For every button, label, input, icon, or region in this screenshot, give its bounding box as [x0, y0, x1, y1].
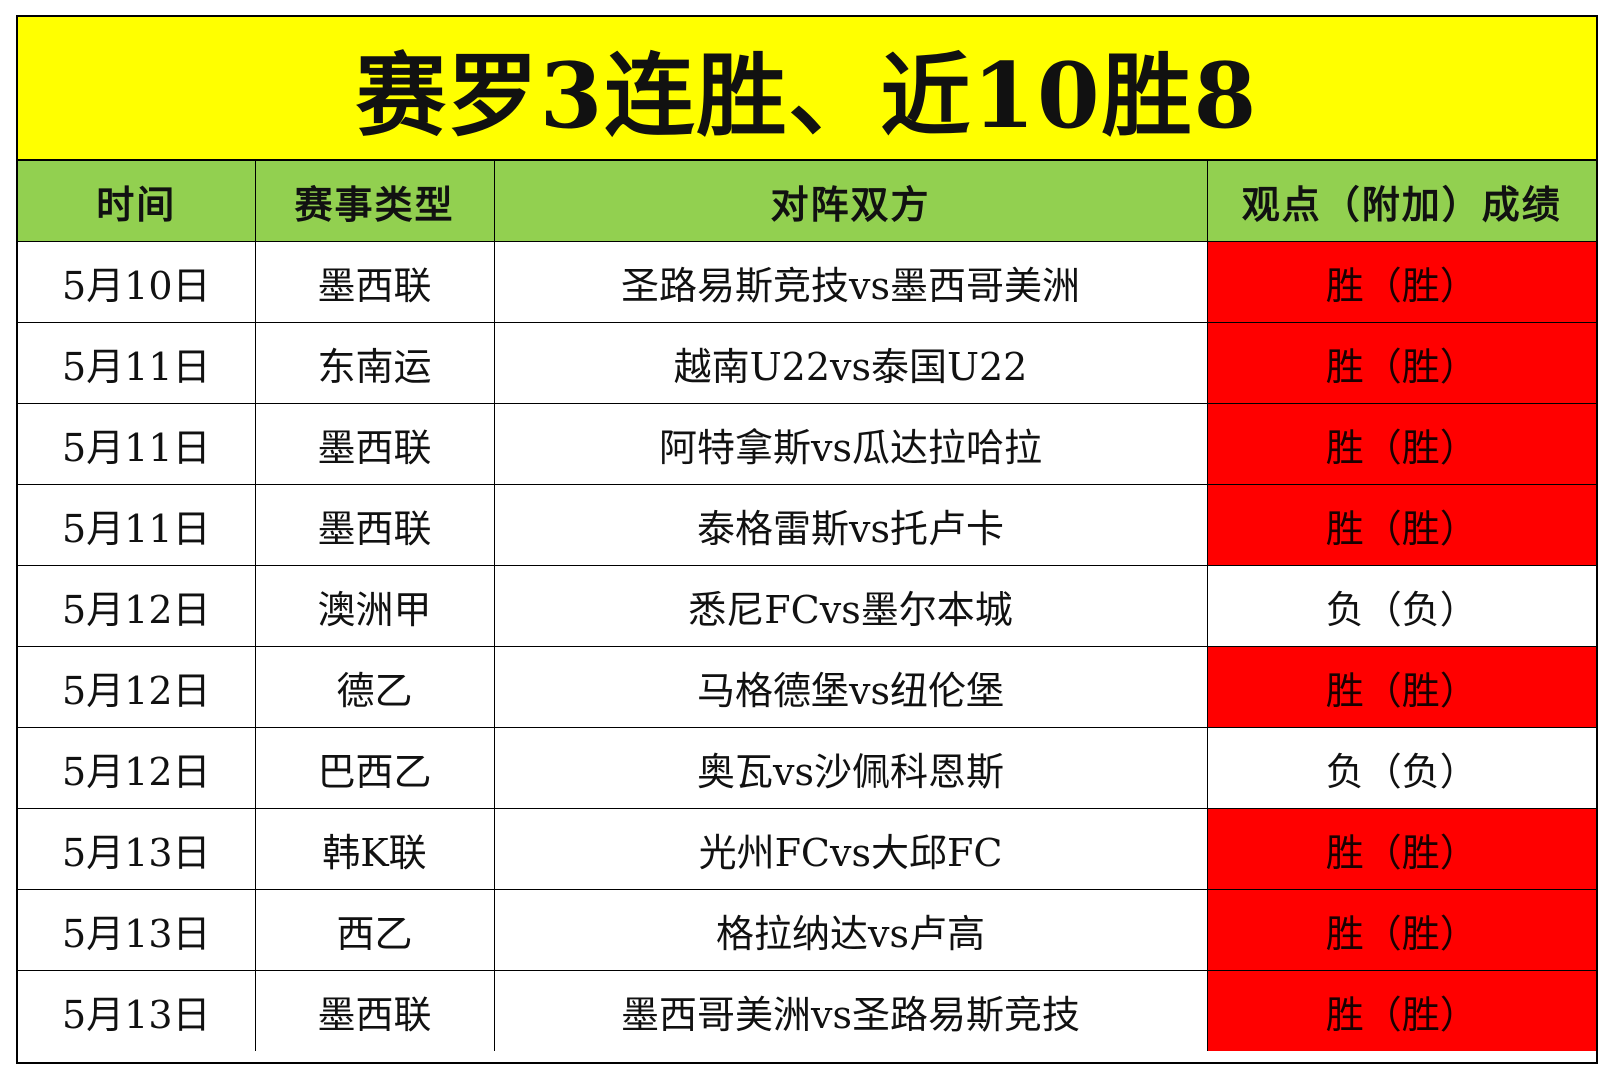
table-row: 5月11日 墨西联 阿特拿斯vs瓜达拉哈拉 胜（胜）	[18, 403, 1596, 485]
match-cell: 奥瓦vs沙佩科恩斯	[493, 727, 1208, 809]
header-result: 观点（附加）成绩	[1206, 161, 1596, 242]
date-cell: 5月12日	[18, 646, 256, 728]
date-cell: 5月13日	[18, 808, 256, 890]
league-cell: 墨西联	[254, 970, 495, 1051]
league-cell: 巴西乙	[254, 727, 495, 809]
league-cell: 墨西联	[254, 241, 495, 323]
league-cell: 澳洲甲	[254, 565, 495, 647]
match-cell: 悉尼FCvs墨尔本城	[493, 565, 1208, 647]
header-league: 赛事类型	[254, 161, 495, 242]
results-sheet: 赛罗3连胜、近10胜8 时间 赛事类型 对阵双方 观点（附加）成绩 5月10日墨…	[16, 15, 1598, 1064]
league-cell: 东南运	[254, 322, 495, 404]
results-table: 时间 赛事类型 对阵双方 观点（附加）成绩 5月10日 墨西联 圣路易斯竞技vs墨西…	[18, 161, 1596, 1051]
header-match: 对阵双方	[493, 161, 1208, 242]
league-cell: 德乙	[254, 646, 495, 728]
table-row: 5月13日 韩K联 光州FCvs大邱FC 胜（胜）	[18, 808, 1596, 890]
match-cell: 阿特拿斯vs瓜达拉哈拉	[493, 403, 1208, 485]
result-cell: 胜（胜）	[1206, 970, 1596, 1051]
result-cell: 胜（胜）	[1206, 889, 1596, 971]
league-cell: 西乙	[254, 889, 495, 971]
result-cell: 胜（胜）	[1206, 403, 1596, 485]
match-cell: 格拉纳达vs卢高	[493, 889, 1208, 971]
date-cell: 5月13日	[18, 889, 256, 971]
match-cell: 马格德堡vs纽伦堡	[493, 646, 1208, 728]
result-cell: 胜（胜）	[1206, 322, 1596, 404]
date-cell: 5月12日	[18, 565, 256, 647]
match-cell: 墨西哥美洲vs圣路易斯竞技	[493, 970, 1208, 1051]
result-cell: 胜（胜）	[1206, 241, 1596, 323]
date-cell: 5月10日	[18, 241, 256, 323]
table-row: 5月12日 巴西乙 奥瓦vs沙佩科恩斯 负（负）	[18, 727, 1596, 809]
league-cell: 韩K联	[254, 808, 495, 890]
result-cell: 胜（胜）	[1206, 484, 1596, 566]
result-cell: 负（负）	[1206, 565, 1596, 647]
table-row: 5月13日 墨西联 墨西哥美洲vs圣路易斯竞技 胜（胜）	[18, 970, 1596, 1051]
table-row: 5月12日 澳洲甲 悉尼FCvs墨尔本城 负（负）	[18, 565, 1596, 647]
sheet-title: 赛罗3连胜、近10胜8	[18, 17, 1596, 161]
table-row: 5月11日 墨西联 泰格雷斯vs托卢卡 胜（胜）	[18, 484, 1596, 566]
header-row: 时间 赛事类型 对阵双方 观点（附加）成绩	[18, 161, 1596, 242]
date-cell: 5月13日	[18, 970, 256, 1051]
match-cell: 光州FCvs大邱FC	[493, 808, 1208, 890]
header-date: 时间	[18, 161, 256, 242]
table-row: 5月11日 东南运 越南U22vs泰国U22 胜（胜）	[18, 322, 1596, 404]
date-cell: 5月12日	[18, 727, 256, 809]
date-cell: 5月11日	[18, 322, 256, 404]
result-cell: 胜（胜）	[1206, 646, 1596, 728]
match-cell: 泰格雷斯vs托卢卡	[493, 484, 1208, 566]
league-cell: 墨西联	[254, 403, 495, 485]
table-row: 5月10日 墨西联 圣路易斯竞技vs墨西哥美洲 胜（胜）	[18, 241, 1596, 323]
league-cell: 墨西联	[254, 484, 495, 566]
date-cell: 5月11日	[18, 484, 256, 566]
date-cell: 5月11日	[18, 403, 256, 485]
match-cell: 越南U22vs泰国U22	[493, 322, 1208, 404]
table-row: 5月13日 西乙 格拉纳达vs卢高 胜（胜）	[18, 889, 1596, 971]
match-cell: 圣路易斯竞技vs墨西哥美洲	[493, 241, 1208, 323]
result-cell: 负（负）	[1206, 727, 1596, 809]
result-cell: 胜（胜）	[1206, 808, 1596, 890]
table-row: 5月12日 德乙 马格德堡vs纽伦堡 胜（胜）	[18, 646, 1596, 728]
